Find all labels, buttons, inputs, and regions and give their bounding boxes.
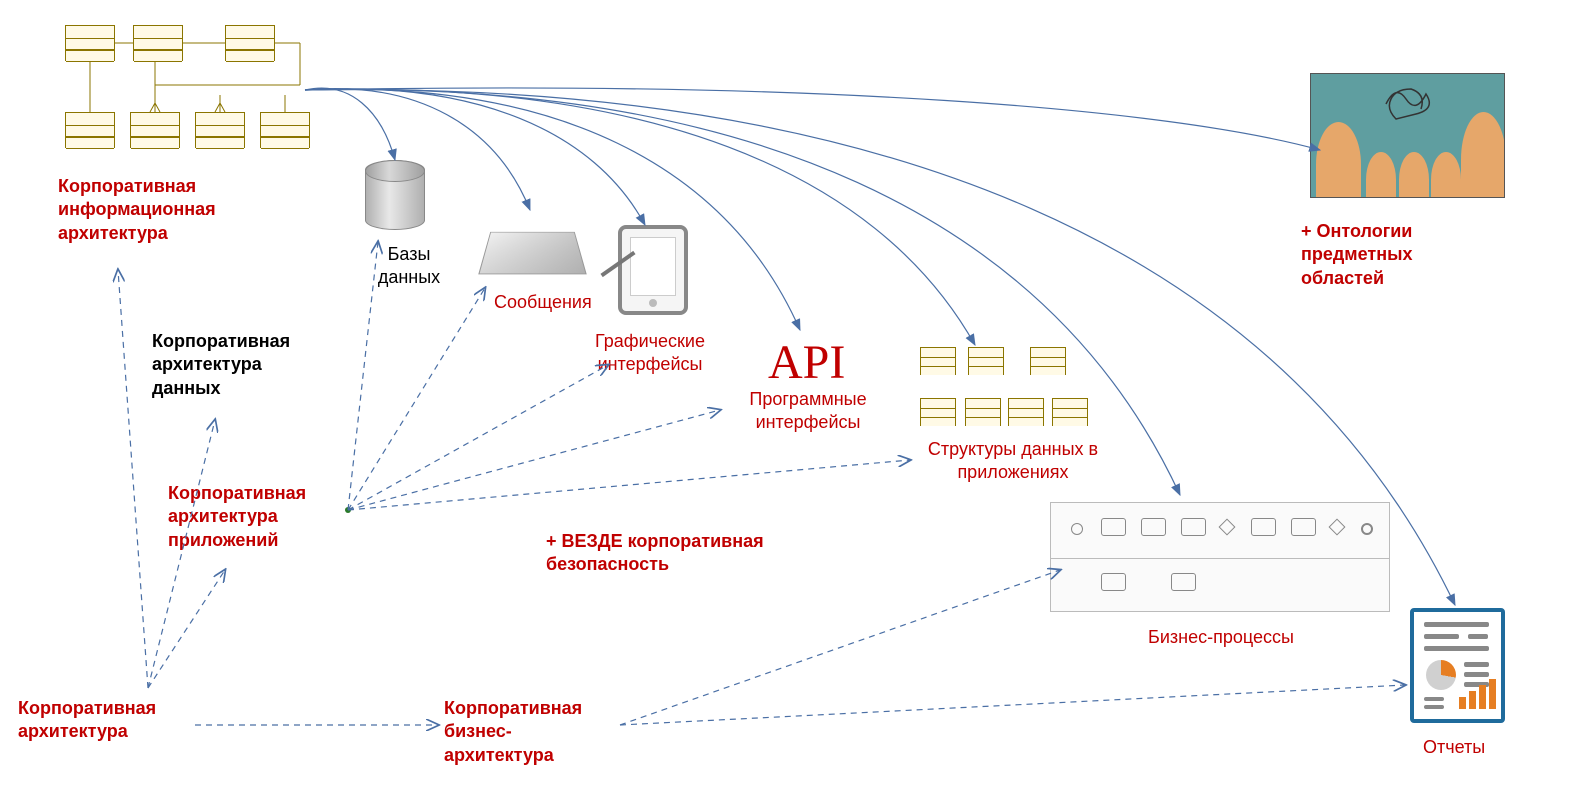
label-reports: Отчеты	[1423, 736, 1523, 759]
label-data-struct: Структуры данных в приложениях	[913, 438, 1113, 485]
ontology-icon	[1310, 73, 1505, 198]
message-icon	[478, 232, 587, 274]
label-corp-arch: Корпоративная архитектура	[18, 697, 188, 744]
label-db: Базы данных	[359, 243, 459, 290]
label-corp-data-arch: Корпоративная архитектура данных	[152, 330, 322, 400]
report-icon	[1410, 608, 1505, 723]
label-api: API	[768, 332, 845, 394]
label-corp-info-arch: Корпоративная информационная архитектура	[58, 175, 268, 245]
label-api-sub: Программные интерфейсы	[728, 388, 888, 435]
origin-dot	[345, 507, 351, 513]
label-gui: Графические интерфейсы	[580, 330, 720, 377]
label-ontologies: + Онтологии предметных областей	[1301, 220, 1481, 290]
bpmn-icon	[1050, 502, 1390, 612]
label-security: + ВЕЗДЕ корпоративная безопасность	[546, 530, 806, 577]
label-corp-biz-arch: Корпоративная бизнес-архитектура	[444, 697, 614, 767]
label-messages: Сообщения	[494, 291, 614, 314]
database-icon	[365, 160, 425, 230]
label-bpmn: Бизнес-процессы	[1121, 626, 1321, 649]
label-corp-app-arch: Корпоративная архитектура приложений	[168, 482, 338, 552]
tablet-icon	[618, 225, 688, 315]
